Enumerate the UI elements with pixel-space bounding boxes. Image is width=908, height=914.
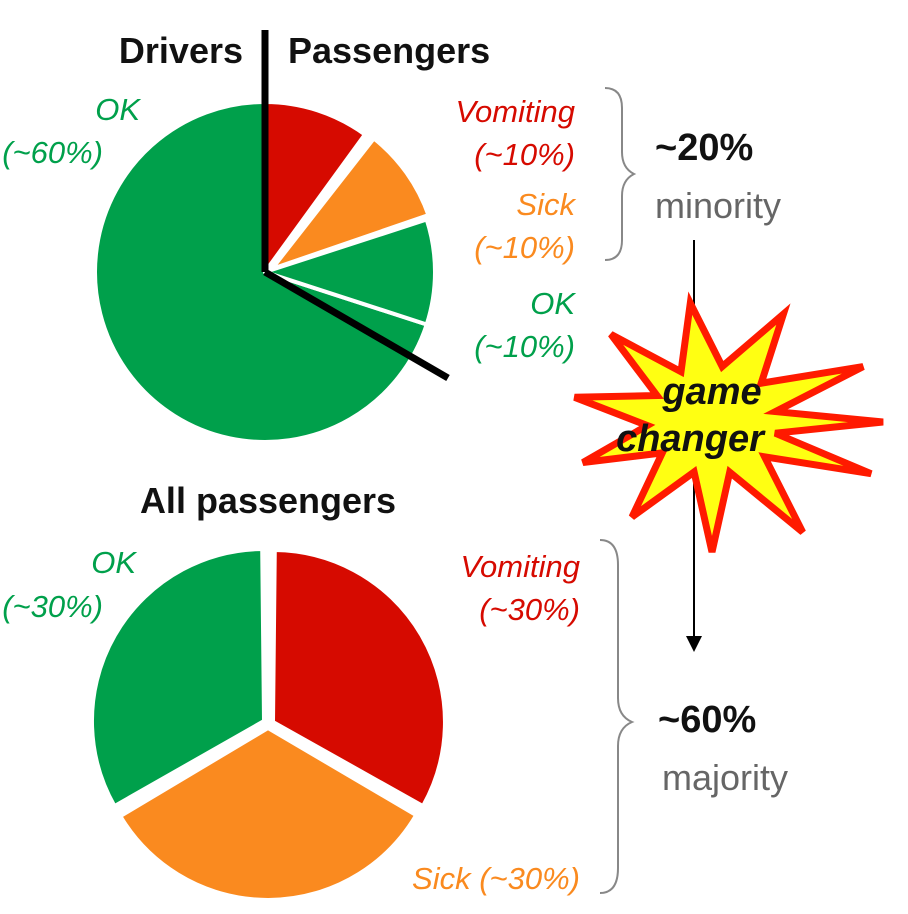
game-changer-burst: game changer [573, 291, 884, 553]
top-pie-slice-vomiting [263, 100, 367, 274]
bottom-pie [89, 547, 447, 902]
bottom-chart-title: All passengers [140, 480, 396, 521]
top-pie-slice-ok-drivers [93, 100, 429, 444]
top-value-vomiting: (~10%) [474, 137, 575, 172]
top-value-ok-drivers: (~60%) [2, 135, 103, 170]
burst-shape [573, 291, 884, 553]
top-summary-label: minority [655, 185, 781, 226]
bottom-pie-slice-sick [118, 726, 419, 902]
bottom-value-ok: (~30%) [2, 589, 103, 624]
bottom-label-ok: OK [91, 545, 137, 580]
bottom-label-vomiting: Vomiting [461, 549, 580, 584]
bottom-pie-slice-ok [89, 547, 266, 809]
top-label-sick: Sick [516, 187, 576, 222]
top-divider-diagonal [263, 268, 450, 382]
bottom-summary-label: majority [662, 757, 788, 798]
top-label-ok-passengers: OK [530, 286, 576, 321]
top-value-ok-passengers: (~10%) [474, 329, 575, 364]
top-value-sick: (~10%) [474, 230, 575, 265]
top-label-ok-drivers: OK [95, 92, 141, 127]
top-brace [604, 87, 637, 261]
top-summary-value: ~20% [655, 127, 753, 169]
top-label-vomiting: Vomiting [456, 94, 575, 129]
top-pie-slice-sick [266, 134, 433, 274]
bottom-pie-slice-vomiting [271, 548, 447, 809]
bottom-label-sick: Sick (~30%) [412, 861, 580, 896]
bottom-brace [599, 539, 635, 894]
bottom-summary-value: ~60% [658, 699, 756, 741]
top-pie-slice-ok-passengers [263, 217, 438, 327]
burst-line-2: changer [616, 418, 766, 460]
top-pie [93, 30, 450, 444]
group-label-drivers: Drivers [119, 30, 243, 71]
bottom-value-vomiting: (~30%) [479, 592, 580, 627]
burst-line-1: game [661, 371, 761, 413]
group-label-passengers: Passengers [288, 30, 490, 71]
